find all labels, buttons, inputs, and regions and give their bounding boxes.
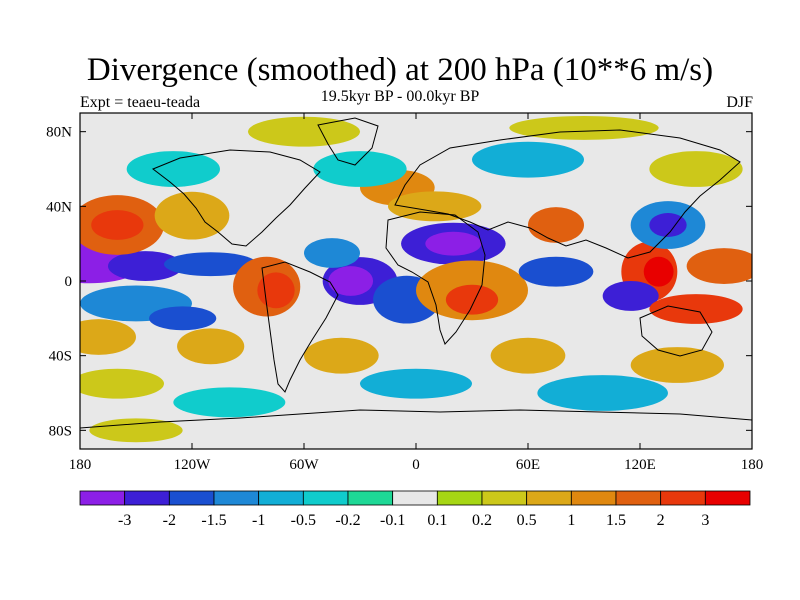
coast-south-america bbox=[261, 261, 339, 393]
map-field-layer bbox=[80, 113, 752, 449]
coast-eurasia bbox=[394, 129, 741, 259]
divergence-region bbox=[89, 418, 183, 443]
colorbar-label: 1.5 bbox=[606, 512, 626, 529]
plot-subtitle: 19.5kyr BP - 00.0kyr BP bbox=[320, 88, 480, 105]
divergence-region bbox=[649, 151, 743, 187]
divergence-region bbox=[509, 115, 659, 140]
colorbar-swatch bbox=[704, 490, 751, 506]
divergence-region bbox=[528, 207, 584, 243]
colorbar-label: 0.1 bbox=[427, 512, 447, 529]
divergence-region bbox=[328, 266, 374, 296]
divergence-region bbox=[445, 284, 499, 315]
colorbar-label: 2 bbox=[657, 512, 665, 529]
colorbar-swatch bbox=[660, 490, 706, 506]
divergence-region bbox=[649, 294, 743, 324]
x-axis-labels: 180 120W 60W 0 60E 120E 180 bbox=[69, 457, 764, 473]
divergence-region bbox=[126, 151, 220, 187]
y-tick-label: 40S bbox=[49, 349, 72, 365]
coast-africa bbox=[385, 211, 486, 345]
colorbar-swatch bbox=[79, 490, 126, 506]
divergence-region bbox=[248, 116, 360, 147]
x-tick-label: 180 bbox=[69, 457, 92, 473]
colorbar-label: -0.2 bbox=[335, 512, 360, 529]
x-tick-label: 60E bbox=[516, 457, 540, 473]
divergence-region bbox=[490, 337, 566, 374]
divergence-region bbox=[313, 151, 407, 187]
x-tick-label: 0 bbox=[412, 457, 420, 473]
divergence-region bbox=[360, 368, 472, 399]
colorbar-label: -1 bbox=[252, 512, 265, 529]
colorbar-swatch bbox=[124, 490, 170, 506]
season-label: DJF bbox=[726, 94, 753, 111]
coast-greenland bbox=[317, 117, 379, 166]
divergence-region bbox=[304, 337, 379, 374]
divergence-region bbox=[177, 328, 245, 365]
coastlines bbox=[80, 117, 752, 429]
divergence-region bbox=[154, 191, 230, 240]
divergence-region bbox=[649, 213, 687, 237]
x-tick-label: 180 bbox=[741, 457, 764, 473]
divergence-region bbox=[80, 319, 136, 355]
divergence-region bbox=[304, 238, 360, 268]
divergence-region bbox=[472, 141, 584, 178]
divergence-region bbox=[643, 256, 674, 287]
plot-title: Divergence (smoothed) at 200 hPa (10**6 … bbox=[86, 52, 714, 88]
y-tick-label: 80S bbox=[49, 423, 72, 439]
x-tick-label: 120W bbox=[174, 457, 212, 473]
y-axis-labels: 80N 40N 0 40S 80S bbox=[46, 125, 72, 440]
colorbar-label: 3 bbox=[701, 512, 709, 529]
colorbar-label: -1.5 bbox=[201, 512, 226, 529]
experiment-label: Expt = teaeu-teada bbox=[80, 94, 201, 111]
colorbar-label: 0.5 bbox=[517, 512, 537, 529]
x-tick-label: 120E bbox=[624, 457, 656, 473]
divergence-region bbox=[80, 368, 164, 399]
colorbar-label: 1 bbox=[567, 512, 575, 529]
divergence-region bbox=[425, 231, 482, 256]
colorbar-swatch bbox=[436, 490, 483, 506]
divergence-region bbox=[108, 251, 183, 281]
colorbar-label: -2 bbox=[163, 512, 176, 529]
x-tick-label: 60W bbox=[289, 457, 319, 473]
colorbar-label: 0.2 bbox=[472, 512, 492, 529]
divergence-region bbox=[630, 347, 724, 383]
colorbar-swatch bbox=[570, 490, 617, 506]
divergence-region bbox=[602, 281, 659, 311]
divergence-region bbox=[686, 248, 752, 284]
coast-north-america bbox=[152, 149, 321, 247]
colorbar-label: -3 bbox=[118, 512, 131, 529]
y-tick-label: 80N bbox=[46, 125, 72, 141]
axis-ticks bbox=[79, 113, 753, 449]
colorbar-swatch bbox=[258, 490, 304, 506]
colorbar-swatch bbox=[168, 490, 215, 506]
divergence-region bbox=[537, 375, 669, 411]
colorbar-swatch bbox=[615, 490, 662, 506]
colorbar-swatch bbox=[392, 490, 438, 506]
colorbar-label: -0.1 bbox=[380, 512, 405, 529]
colorbar-swatch bbox=[526, 490, 572, 506]
divergence-region bbox=[173, 387, 286, 418]
divergence-region bbox=[257, 272, 295, 309]
coast-antarctica bbox=[80, 409, 752, 429]
divergence-region bbox=[164, 252, 258, 277]
y-tick-label: 0 bbox=[65, 274, 73, 290]
colorbar: -3 -2 -1.5 -1 -0.5 -0.2 -0.1 0.1 0.2 0.5 1 1.5 2 3 bbox=[79, 490, 751, 529]
colorbar-swatch bbox=[213, 490, 260, 506]
colorbar-label: -0.5 bbox=[291, 512, 316, 529]
divergence-region bbox=[91, 210, 144, 240]
colorbar-swatch bbox=[347, 490, 394, 506]
y-tick-label: 40N bbox=[46, 199, 72, 215]
colorbar-swatch bbox=[481, 490, 528, 506]
coast-australia bbox=[639, 305, 713, 357]
divergence-region bbox=[149, 306, 217, 331]
colorbar-swatch bbox=[302, 490, 349, 506]
divergence-region bbox=[518, 256, 594, 287]
